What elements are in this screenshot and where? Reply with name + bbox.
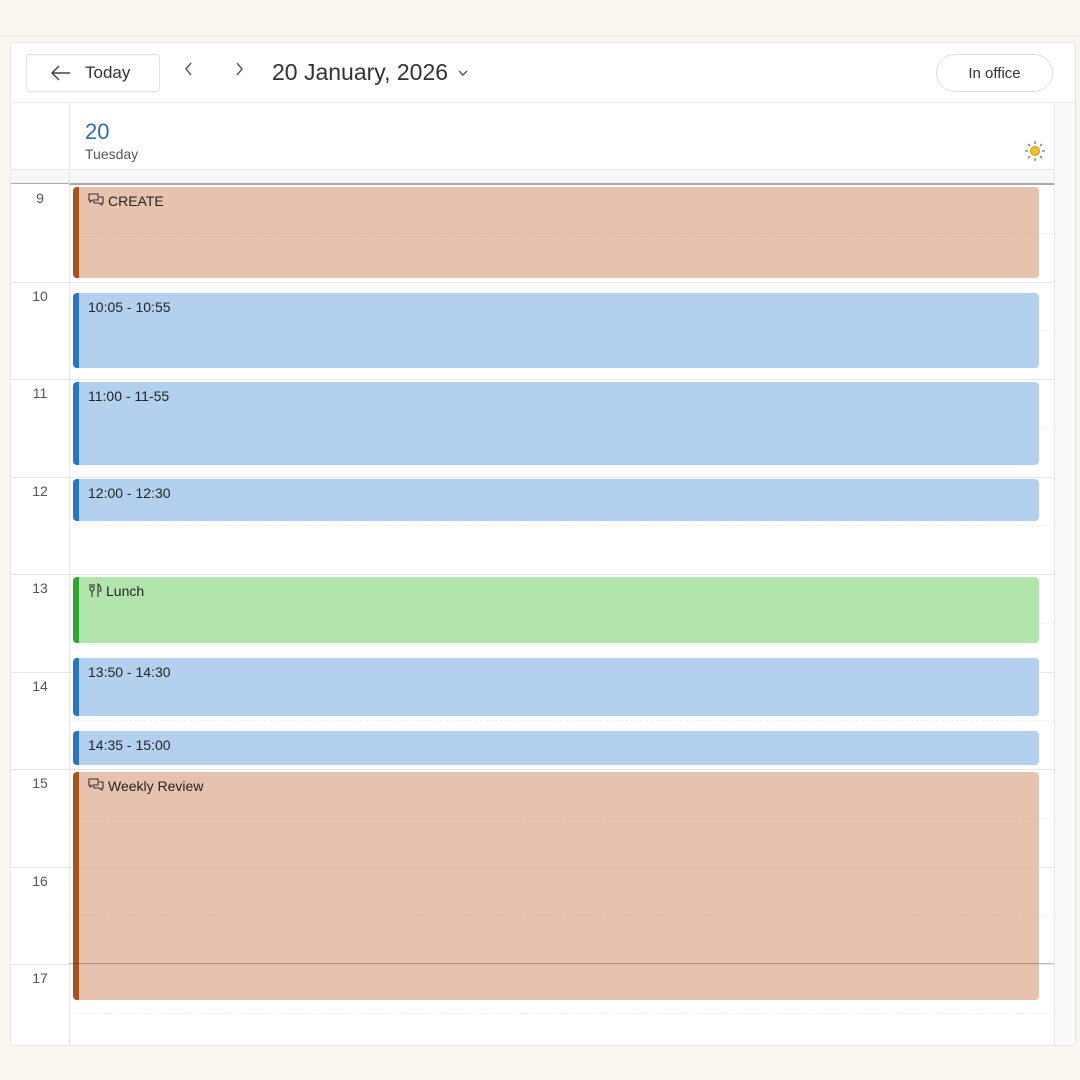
calendar-event[interactable]: Weekly Review <box>73 772 1039 1000</box>
event-title: 13:50 - 14:30 <box>88 664 171 680</box>
hour-line <box>11 379 1054 380</box>
calendar-event[interactable]: 12:00 - 12:30 <box>73 479 1039 521</box>
day-header: 20 Tuesday <box>11 103 1054 170</box>
all-day-row[interactable] <box>11 170 1054 184</box>
sun-icon[interactable] <box>1024 140 1046 162</box>
top-bar <box>0 0 1080 36</box>
hour-label: 11 <box>32 385 48 401</box>
chevron-left-icon[interactable] <box>183 61 195 77</box>
date-picker-button[interactable]: 20 January, 2026 <box>272 59 468 86</box>
arrow-left-icon <box>51 65 70 81</box>
calendar-event[interactable]: 14:35 - 15:00 <box>73 731 1039 765</box>
hour-line <box>69 184 1054 185</box>
hour-label: 15 <box>32 775 48 791</box>
hour-line <box>11 769 1054 770</box>
day-name: Tuesday <box>85 146 139 162</box>
hour-label: 12 <box>32 482 48 499</box>
half-hour-line <box>69 1012 1054 1014</box>
chevron-down-icon <box>458 70 468 76</box>
chevron-right-icon[interactable] <box>233 61 245 77</box>
calendar-event[interactable]: 10:05 - 10:55 <box>73 293 1039 368</box>
calendar-event[interactable]: CREATE <box>73 187 1039 278</box>
fork-knife-icon <box>88 582 102 601</box>
hour-label: 13 <box>32 580 48 596</box>
hour-label: 17 <box>32 970 48 986</box>
event-title: 10:05 - 10:55 <box>88 299 171 315</box>
chat-icon <box>88 193 104 210</box>
event-title: CREATE <box>108 193 164 209</box>
day-number[interactable]: 20 <box>85 119 110 144</box>
hour-label: 9 <box>36 190 44 206</box>
hour-label: 14 <box>32 677 48 694</box>
half-hour-line <box>69 525 1054 527</box>
calendar-panel: Today 20 January, 2026 In office 20 Tues… <box>10 42 1076 1046</box>
hour-line <box>69 963 1054 964</box>
today-button[interactable]: Today <box>26 54 160 92</box>
date-title: 20 January, 2026 <box>272 59 449 85</box>
event-title: Weekly Review <box>108 778 204 794</box>
hour-line <box>11 574 1054 575</box>
event-title: 14:35 - 15:00 <box>88 737 171 753</box>
hour-label: 10 <box>32 287 48 304</box>
status-label: In office <box>968 64 1021 82</box>
toolbar: Today 20 January, 2026 In office <box>11 43 1075 103</box>
hour-line <box>11 476 1054 478</box>
scrollbar-track[interactable] <box>1054 103 1075 1045</box>
time-grid[interactable]: 9 10 11 12 13 14 15 16 17 CREATE 10:05 - 10:55 11:0… <box>11 184 1054 1045</box>
hour-label: 16 <box>32 872 48 889</box>
calendar-event[interactable]: Lunch <box>73 577 1039 643</box>
event-title: 11:00 - 11-55 <box>88 388 170 404</box>
today-label: Today <box>85 63 131 82</box>
event-title: Lunch <box>106 583 145 599</box>
chat-icon <box>88 778 104 795</box>
calendar-event[interactable]: 11:00 - 11-55 <box>73 382 1039 465</box>
event-title: 12:00 - 12:30 <box>88 485 171 501</box>
half-hour-line <box>69 720 1054 722</box>
calendar-event[interactable]: 13:50 - 14:30 <box>73 658 1039 716</box>
hour-line <box>11 281 1054 283</box>
work-location-button[interactable]: In office <box>936 54 1053 92</box>
